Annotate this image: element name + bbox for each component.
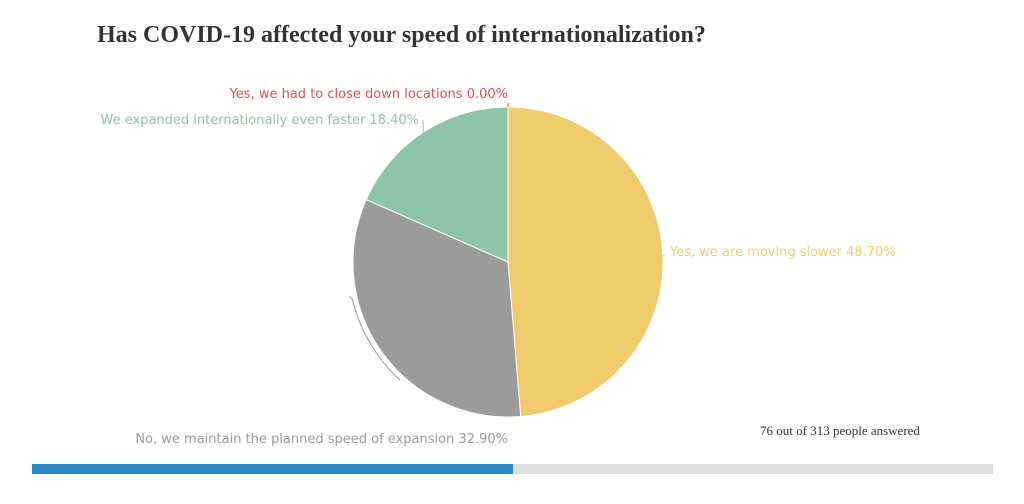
chart-title: Has COVID-19 affected your speed of inte… <box>97 22 706 48</box>
pie-leader-lines <box>349 103 666 381</box>
slice-label-1: Yes, we are moving slower 48.70% <box>669 245 896 260</box>
slice-label-3: We expanded internationally even faster … <box>101 113 419 128</box>
pie-slice-2 <box>352 198 522 418</box>
slice-label-4: Yes, we had to close down locations 0.00… <box>229 87 508 102</box>
answered-count: 76 out of 313 people answered <box>760 423 920 438</box>
slice-label-2: No, we maintain the planned speed of exp… <box>135 432 508 447</box>
pie-labels: Yes, we are moving slower 48.70% No, we m… <box>101 87 896 447</box>
pie-slices <box>352 106 664 418</box>
pie-slice-1 <box>507 106 664 418</box>
progress-bar <box>32 464 993 474</box>
leader-line-slice-2 <box>349 295 401 381</box>
progress-bar-fill <box>32 464 513 474</box>
